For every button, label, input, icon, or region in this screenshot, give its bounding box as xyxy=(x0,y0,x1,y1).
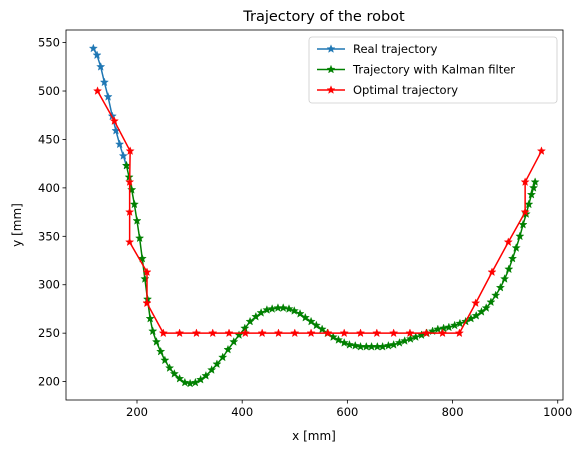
data-point xyxy=(89,44,97,52)
data-point xyxy=(291,329,299,337)
data-point xyxy=(268,305,276,313)
chart-title: Trajectory of the robot xyxy=(242,9,405,25)
x-tick-label: 800 xyxy=(442,405,464,419)
data-point xyxy=(390,329,398,337)
data-point xyxy=(406,329,414,337)
x-tick-label: 400 xyxy=(231,405,253,419)
legend: Real trajectory Trajectory with Kalman fi… xyxy=(309,37,557,103)
data-point xyxy=(537,147,545,155)
y-axis-label: y [mm] xyxy=(10,203,24,247)
data-point xyxy=(143,299,151,307)
legend-label-1: Trajectory with Kalman filter xyxy=(352,63,515,77)
x-tick-label: 1000 xyxy=(543,405,572,419)
data-point xyxy=(373,329,381,337)
data-point xyxy=(94,87,102,95)
series-line-2 xyxy=(98,91,542,333)
data-point xyxy=(159,329,167,337)
y-tick-label: 300 xyxy=(38,278,60,292)
data-point xyxy=(161,356,169,364)
y-tick-label: 500 xyxy=(38,84,60,98)
data-point xyxy=(307,329,315,337)
data-point xyxy=(209,329,217,337)
legend-label-0: Real trajectory xyxy=(353,42,438,56)
data-point xyxy=(496,283,504,291)
data-point xyxy=(488,268,496,276)
y-tick-label: 200 xyxy=(38,375,60,389)
series-line-1 xyxy=(126,166,535,384)
data-point xyxy=(455,329,463,337)
data-point xyxy=(505,265,513,273)
data-point xyxy=(472,299,480,307)
x-axis-label: x [mm] xyxy=(292,429,336,443)
data-point xyxy=(492,291,500,299)
data-point xyxy=(258,329,266,337)
data-point xyxy=(176,329,184,337)
data-point xyxy=(504,238,512,246)
data-point xyxy=(340,339,348,347)
data-point xyxy=(285,305,293,313)
data-point xyxy=(357,329,365,337)
data-point xyxy=(157,347,165,355)
y-tick-label: 250 xyxy=(38,326,60,340)
data-point xyxy=(152,338,160,346)
data-point xyxy=(225,329,233,337)
data-point xyxy=(274,329,282,337)
data-point xyxy=(126,238,134,246)
data-point xyxy=(379,343,387,351)
y-tick-label: 400 xyxy=(38,181,60,195)
y-tick-label: 350 xyxy=(38,229,60,243)
data-point xyxy=(434,325,442,333)
legend-label-2: Optimal trajectory xyxy=(353,83,458,97)
y-tick-label: 550 xyxy=(38,36,60,50)
y-tick-label: 450 xyxy=(38,132,60,146)
x-tick-label: 600 xyxy=(336,405,358,419)
data-point xyxy=(340,329,348,337)
data-point xyxy=(501,275,509,283)
x-tick-label: 200 xyxy=(126,405,148,419)
data-point xyxy=(192,329,200,337)
